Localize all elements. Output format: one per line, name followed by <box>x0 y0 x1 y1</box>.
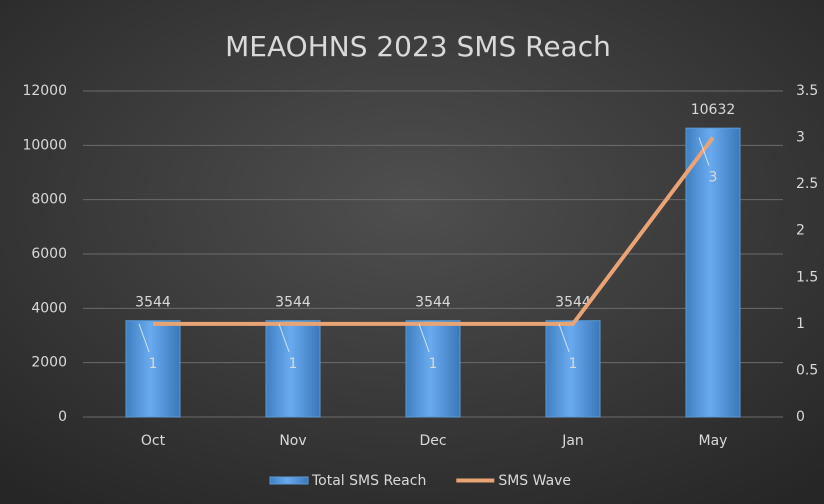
line-value-label: 1 <box>149 356 158 372</box>
leader-line <box>698 137 710 166</box>
leader-line <box>138 323 150 353</box>
bar <box>265 320 321 418</box>
y-tick-label: 2000 <box>31 355 67 371</box>
bar-value-label: 3544 <box>135 295 171 311</box>
x-tick-label: Jan <box>561 433 584 449</box>
line-value-label: 1 <box>289 356 298 372</box>
y2-tick-label: 2.5 <box>796 176 818 192</box>
x-tick-label: Nov <box>279 433 306 449</box>
x-tick-label: Oct <box>141 433 166 449</box>
legend-label: Total SMS Reach <box>311 473 426 489</box>
legend-swatch <box>269 476 309 485</box>
y-tick-label: 0 <box>58 409 67 425</box>
line-value-label: 1 <box>569 356 578 372</box>
y-tick-label: 4000 <box>31 300 67 316</box>
legend-label: SMS Wave <box>498 473 571 489</box>
bar <box>125 320 181 418</box>
bar-value-label: 3544 <box>555 295 591 311</box>
y-tick-label: 12000 <box>22 83 67 99</box>
y2-tick-label: 2 <box>796 223 805 239</box>
y-tick-label: 10000 <box>22 137 67 153</box>
line-value-label: 3 <box>709 170 718 186</box>
y2-tick-label: 3 <box>796 130 805 146</box>
leader-line <box>278 323 290 353</box>
y2-tick-label: 0.5 <box>796 362 818 378</box>
bar <box>545 320 601 418</box>
leader-line <box>418 323 430 353</box>
x-tick-label: Dec <box>419 433 446 449</box>
bar <box>405 320 461 418</box>
bar <box>685 127 741 418</box>
bar-value-label: 10632 <box>691 102 736 118</box>
y2-tick-label: 0 <box>796 409 805 425</box>
x-tick-label: May <box>699 433 728 449</box>
y-tick-label: 8000 <box>31 192 67 208</box>
y2-tick-label: 1 <box>796 316 805 332</box>
line-value-label: 1 <box>429 356 438 372</box>
bar-value-label: 3544 <box>415 295 451 311</box>
chart-title: MEAOHNS 2023 SMS Reach <box>225 30 611 63</box>
y2-tick-label: 3.5 <box>796 83 818 99</box>
y2-tick-label: 1.5 <box>796 269 818 285</box>
line <box>153 136 715 326</box>
leader-line <box>558 323 570 353</box>
y-tick-label: 6000 <box>31 246 67 262</box>
bar-value-label: 3544 <box>275 295 311 311</box>
